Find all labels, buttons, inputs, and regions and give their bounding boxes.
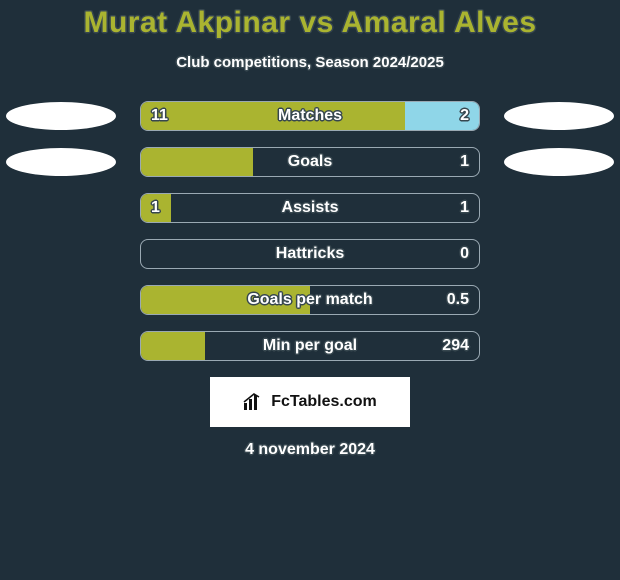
stat-value-right: 1 xyxy=(460,153,469,171)
stat-value-right: 0.5 xyxy=(447,291,469,309)
stat-row: Goals per match 0.5 xyxy=(0,285,620,315)
title-vs: vs xyxy=(299,6,333,39)
stat-value-right: 2 xyxy=(460,107,469,125)
chart-icon xyxy=(243,393,265,411)
stat-value-right: 294 xyxy=(442,337,469,355)
bar-fill-left xyxy=(141,332,205,360)
bar-track: Hattricks 0 xyxy=(140,239,480,269)
stat-label: Goals xyxy=(288,153,332,171)
stat-row: Matches 11 2 xyxy=(0,101,620,131)
comparison-chart: Matches112Goals1Assists11Hattricks0Goals… xyxy=(0,101,620,361)
bar-track: Goals 1 xyxy=(140,147,480,177)
footer-date: 4 november 2024 xyxy=(0,441,620,459)
stat-label: Min per goal xyxy=(263,337,357,355)
stat-value-right: 0 xyxy=(460,245,469,263)
stat-label: Hattricks xyxy=(276,245,344,263)
stat-row: Assists 1 1 xyxy=(0,193,620,223)
player-badge-left xyxy=(6,148,116,176)
bar-track: Assists 1 1 xyxy=(140,193,480,223)
player-badge-right xyxy=(504,102,614,130)
stat-value-left: 11 xyxy=(151,107,168,125)
player-badge-left xyxy=(6,102,116,130)
stat-row: Hattricks 0 xyxy=(0,239,620,269)
bar-track: Min per goal 294 xyxy=(140,331,480,361)
title-player1: Murat Akpinar xyxy=(83,6,290,39)
stat-row: Goals 1 xyxy=(0,147,620,177)
comparison-infographic: Murat Akpinar vs Amaral Alves Club compe… xyxy=(0,0,620,580)
watermark-text: FcTables.com xyxy=(271,393,377,411)
subtitle: Club competitions, Season 2024/2025 xyxy=(0,54,620,71)
page-title: Murat Akpinar vs Amaral Alves xyxy=(0,0,620,40)
player-badge-right xyxy=(504,148,614,176)
title-player2: Amaral Alves xyxy=(342,6,537,39)
stat-value-left: 1 xyxy=(151,199,160,217)
watermark: FcTables.com xyxy=(210,377,410,427)
stat-row: Min per goal 294 xyxy=(0,331,620,361)
bar-track: Matches 11 2 xyxy=(140,101,480,131)
bar-track: Goals per match 0.5 xyxy=(140,285,480,315)
stat-label: Assists xyxy=(282,199,339,217)
bar-fill-left xyxy=(141,148,253,176)
stat-value-right: 1 xyxy=(460,199,469,217)
bar-fill-left xyxy=(141,102,405,130)
stat-label: Matches xyxy=(278,107,342,125)
stat-label: Goals per match xyxy=(247,291,372,309)
